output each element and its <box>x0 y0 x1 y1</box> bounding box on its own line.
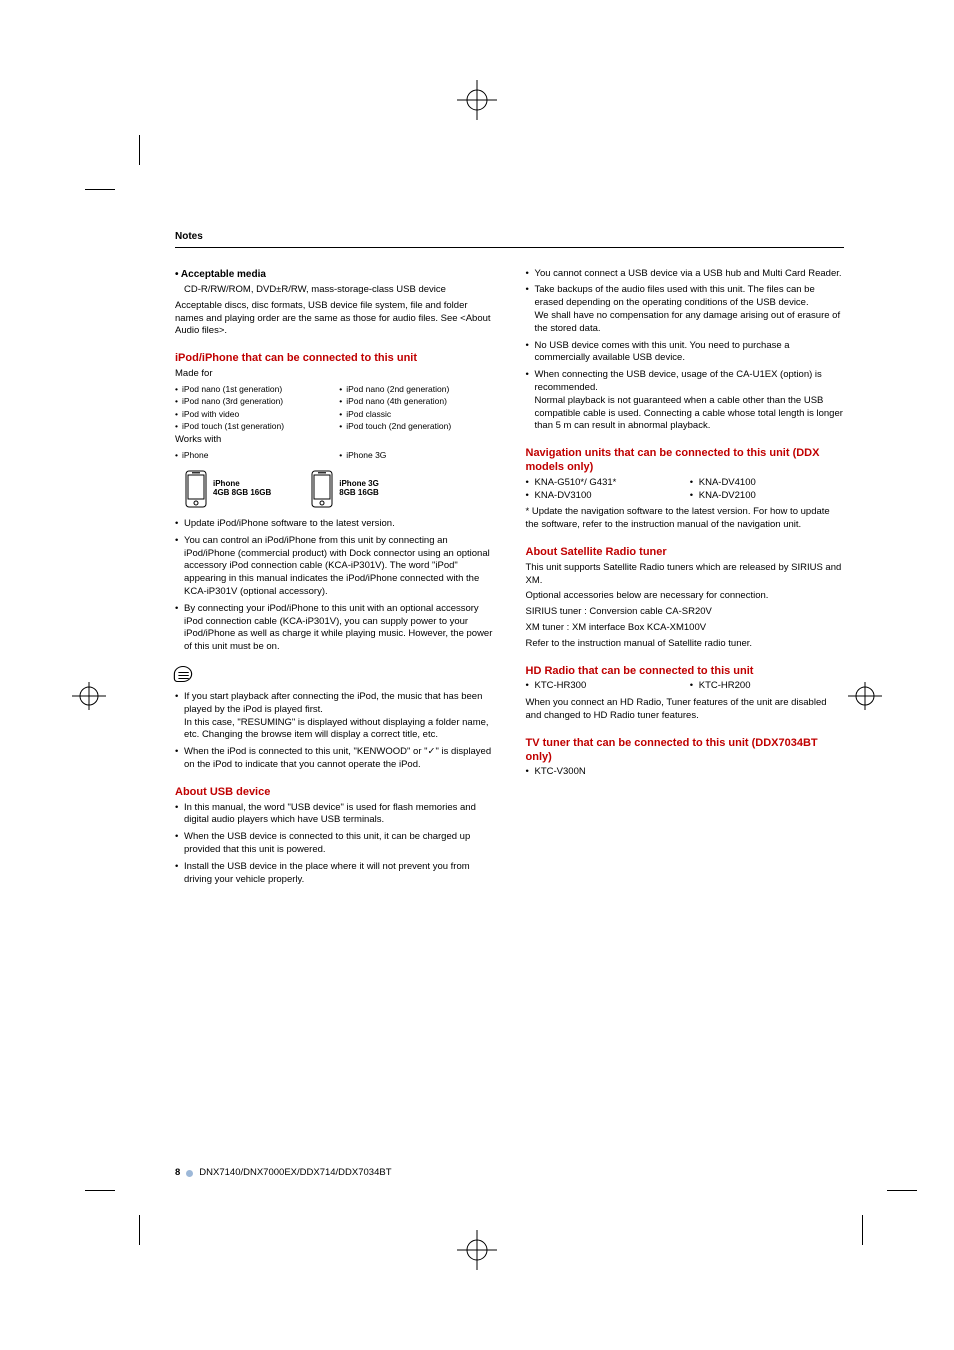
body-text: We shall have no compensation for any da… <box>535 310 841 334</box>
footer-models: DNX7140/DNX7000EX/DDX714/DDX7034BT <box>199 1167 391 1180</box>
list-item: iPod nano (3rd generation) <box>175 396 329 407</box>
list-item: Update iPod/iPhone software to the lates… <box>175 518 494 531</box>
list-item: iPod touch (1st generation) <box>175 421 329 432</box>
list-item: You cannot connect a USB device via a US… <box>526 268 845 281</box>
list-item: iPod with video <box>175 409 329 420</box>
list-item: KTC-HR200 <box>690 680 844 693</box>
body-text: Normal playback is not guaranteed when a… <box>535 395 843 432</box>
list-item: By connecting your iPod/iPhone to this u… <box>175 603 494 654</box>
body-text: Acceptable discs, disc formats, USB devi… <box>175 300 494 338</box>
list-item: KNA-DV4100 <box>690 477 844 490</box>
registration-bottom <box>457 1230 497 1270</box>
page-footer: 8 DNX7140/DNX7000EX/DDX714/DDX7034BT <box>175 1167 392 1180</box>
ipod-works-with-list: iPhone iPhone 3G <box>175 450 494 462</box>
body-text: This unit supports Satellite Radio tuner… <box>526 562 845 588</box>
list-item: Take backups of the audio files used wit… <box>526 284 845 335</box>
list-item: KTC-HR300 <box>526 680 680 693</box>
footer-dot-icon <box>186 1170 193 1177</box>
list-item: iPod nano (2nd generation) <box>339 384 493 395</box>
body-text: If you start playback after connecting t… <box>184 691 482 715</box>
list-item: iPod nano (1st generation) <box>175 384 329 395</box>
body-text: Made for <box>175 368 494 381</box>
list-item: If you start playback after connecting t… <box>175 691 494 742</box>
list-item: When the iPod is connected to this unit,… <box>175 746 494 772</box>
right-column: You cannot connect a USB device via a US… <box>526 262 845 891</box>
device-label: 4GB 8GB 16GB <box>213 489 271 498</box>
tv-tuner-heading: TV tuner that can be connected to this u… <box>526 737 845 765</box>
list-item: No USB device comes with this unit. You … <box>526 340 845 366</box>
section-label: Notes <box>175 230 844 248</box>
usb-heading: About USB device <box>175 786 494 800</box>
tv-tuner-list: KTC-V300N <box>526 766 845 779</box>
crop-mark <box>862 1190 902 1230</box>
satellite-heading: About Satellite Radio tuner <box>526 546 845 560</box>
list-item: When connecting the USB device, usage of… <box>526 369 845 433</box>
list-item: In this manual, the word "USB device" is… <box>175 802 494 828</box>
hd-radio-list: KTC-HR300 KTC-HR200 <box>526 680 845 693</box>
page-number: 8 <box>175 1167 180 1180</box>
list-item: iPhone 3G <box>339 450 493 461</box>
body-text: * Update the navigation software to the … <box>526 506 845 532</box>
iphone-3g-icon <box>311 470 333 508</box>
body-text: Refer to the instruction manual of Satel… <box>526 638 845 651</box>
ipod-made-for-list: iPod nano (1st generation) iPod nano (3r… <box>175 384 494 434</box>
crop-mark <box>100 1190 140 1230</box>
list-item: iPod touch (2nd generation) <box>339 421 493 432</box>
hd-radio-heading: HD Radio that can be connected to this u… <box>526 665 845 679</box>
list-item: You can control an iPod/iPhone from this… <box>175 535 494 599</box>
iphone-icon <box>185 470 207 508</box>
body-text: XM tuner : XM interface Box KCA-XM100V <box>526 622 845 635</box>
body-text: In this case, "RESUMING" is displayed wi… <box>184 717 489 741</box>
list-item: KNA-DV3100 <box>526 490 680 503</box>
body-text: When you connect an HD Radio, Tuner feat… <box>526 697 845 723</box>
list-item: iPhone <box>175 450 329 461</box>
ipod-heading: iPod/iPhone that can be connected to thi… <box>175 352 494 366</box>
body-text: Works with <box>175 434 494 447</box>
list-item: KTC-V300N <box>526 766 845 779</box>
list-item: iPod nano (4th generation) <box>339 396 493 407</box>
list-item: When the USB device is connected to this… <box>175 831 494 857</box>
list-item: Install the USB device in the place wher… <box>175 861 494 887</box>
list-item: iPod classic <box>339 409 493 420</box>
body-text: Optional accessories below are necessary… <box>526 590 845 603</box>
list-item: KNA-DV2100 <box>690 490 844 503</box>
note-icon <box>174 666 192 682</box>
left-column: • Acceptable media CD-R/RW/ROM, DVD±R/RW… <box>175 262 494 891</box>
nav-heading: Navigation units that can be connected t… <box>526 447 845 475</box>
body-text: CD-R/RW/ROM, DVD±R/RW, mass-storage-clas… <box>175 284 494 297</box>
body-text: When connecting the USB device, usage of… <box>535 369 822 393</box>
nav-unit-list: KNA-G510*/ G431* KNA-DV3100 KNA-DV4100 K… <box>526 477 845 503</box>
body-text: SIRIUS tuner : Conversion cable CA-SR20V <box>526 606 845 619</box>
device-illustrations: iPhone4GB 8GB 16GB iPhone 3G8GB 16GB <box>185 470 494 508</box>
body-text: Take backups of the audio files used wit… <box>535 284 815 308</box>
acceptable-media-heading: • Acceptable media <box>175 268 494 282</box>
device-label: 8GB 16GB <box>339 489 379 498</box>
list-item: KNA-G510*/ G431* <box>526 477 680 490</box>
